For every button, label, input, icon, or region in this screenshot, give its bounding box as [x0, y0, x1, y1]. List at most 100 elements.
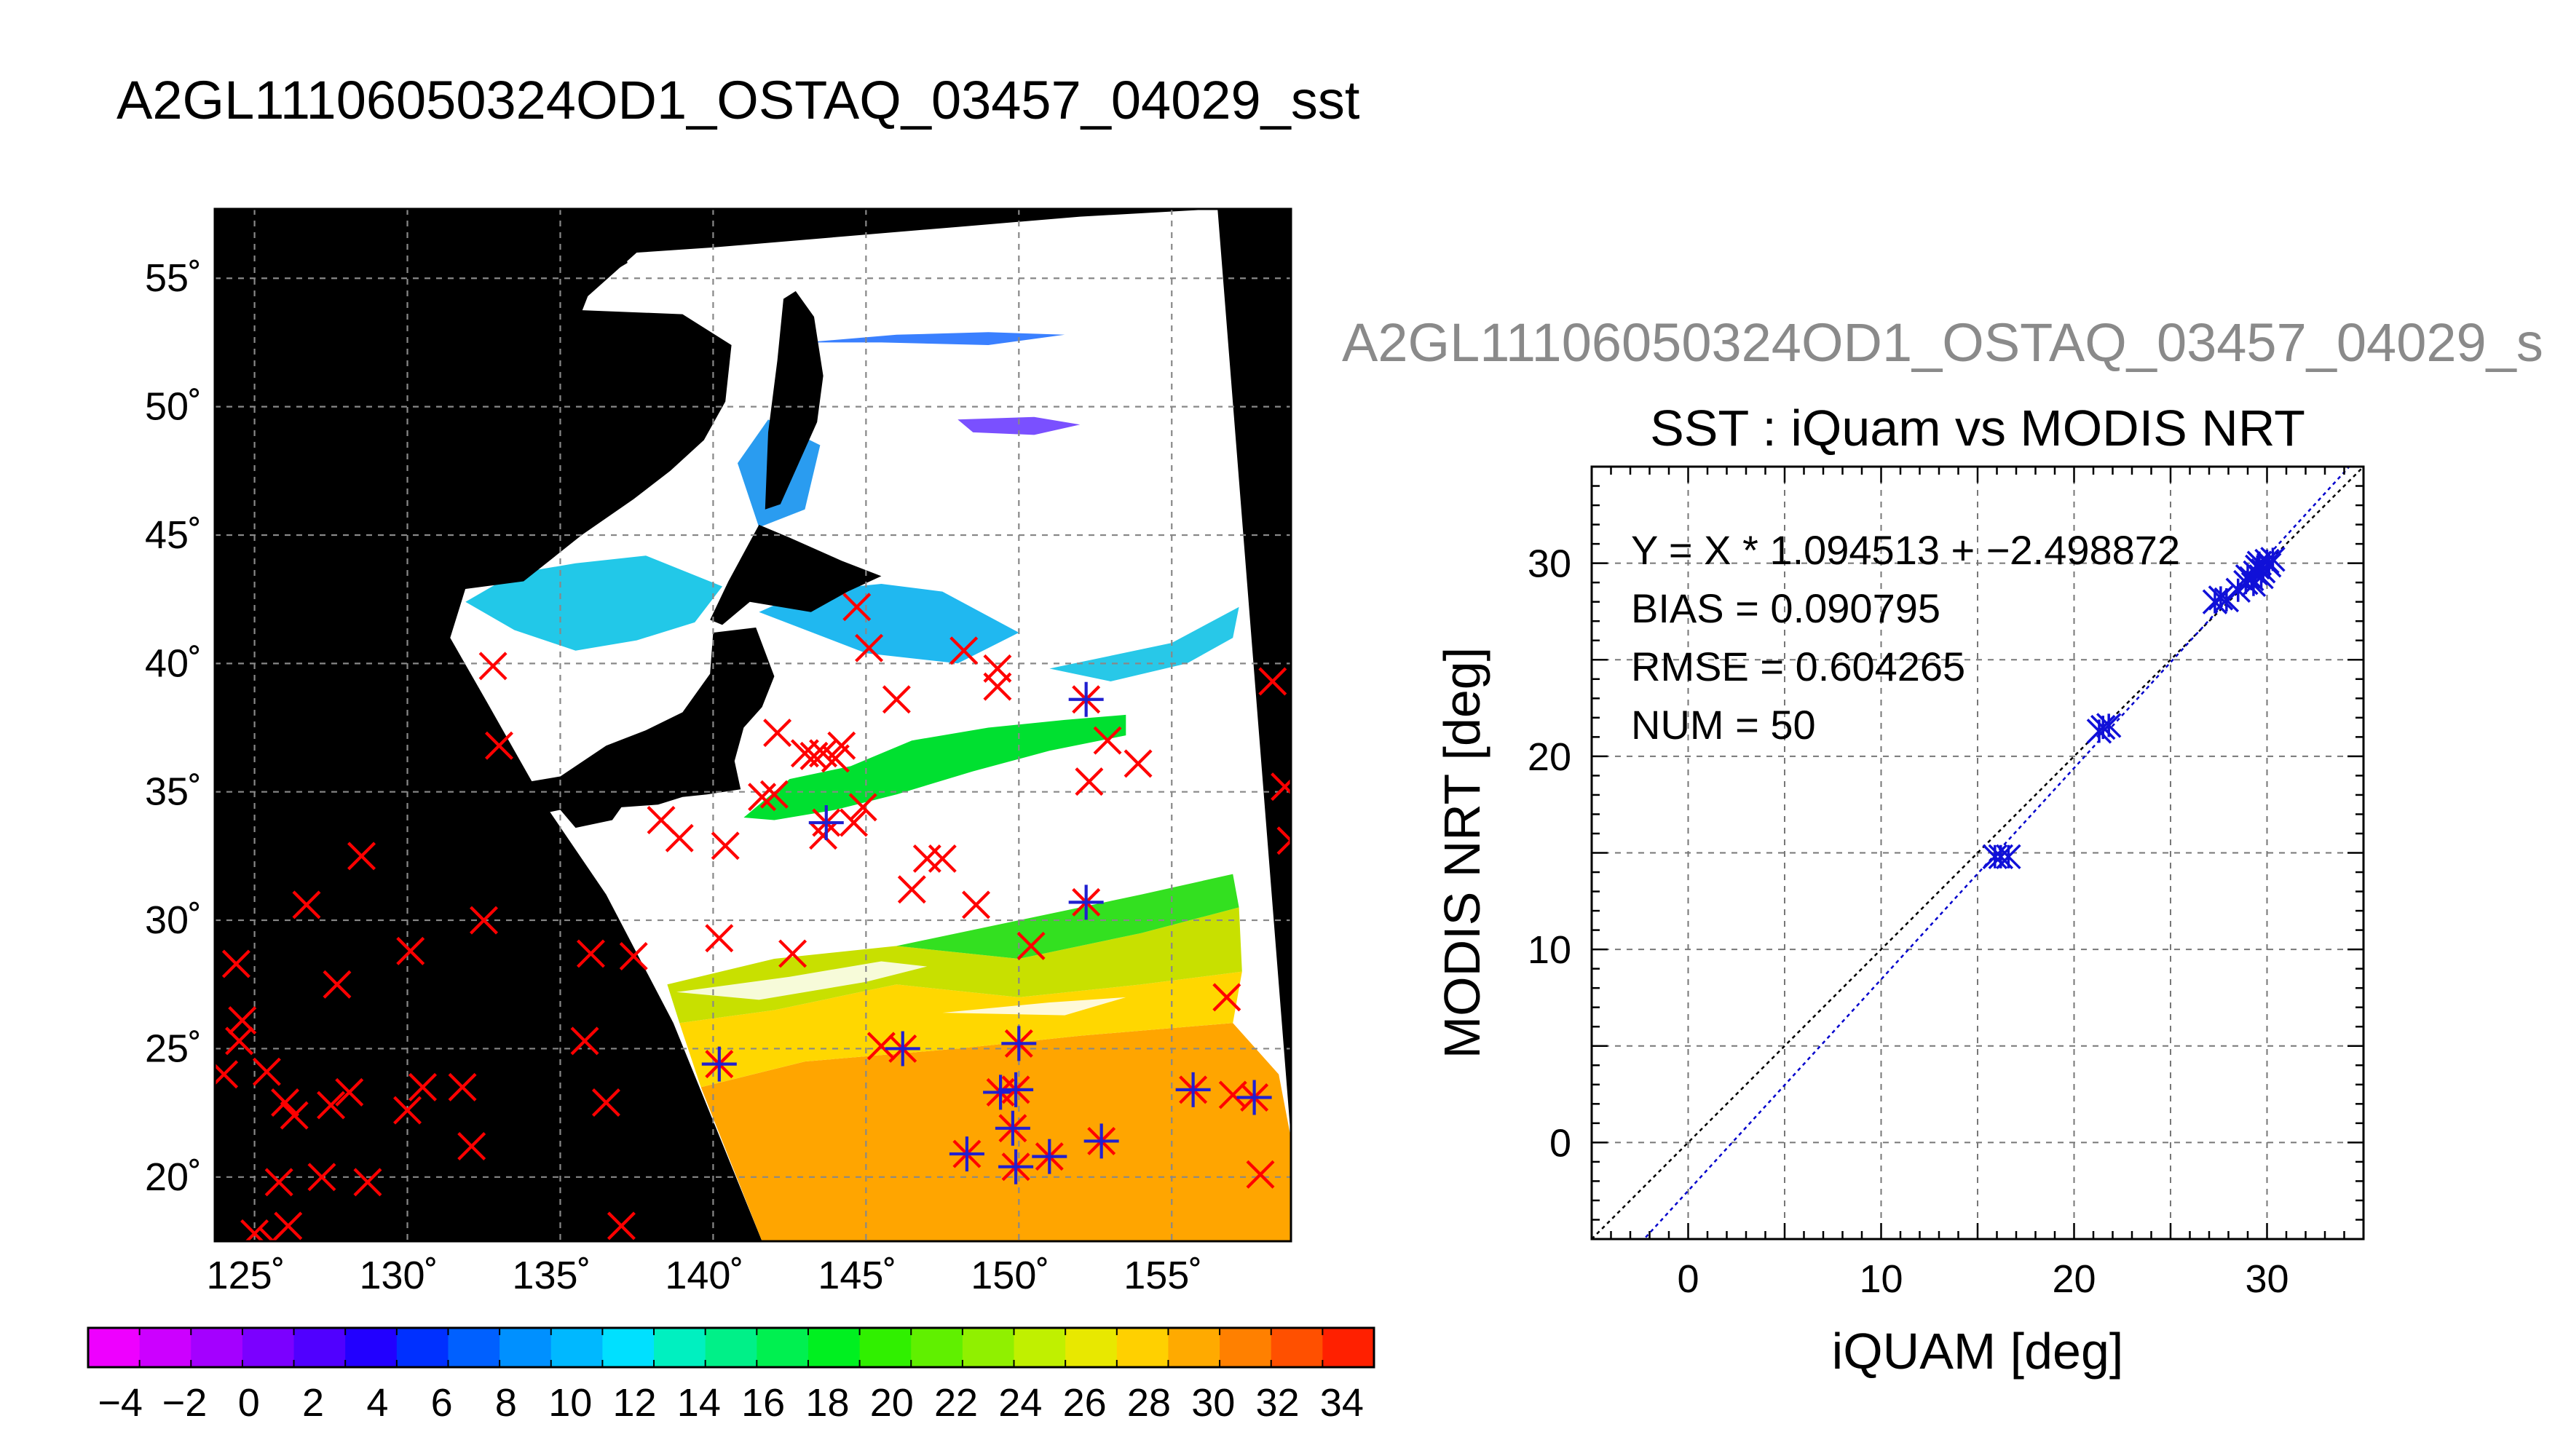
map-lat-tick-label: 35˚ [145, 770, 202, 814]
map-match-mark [317, 1091, 346, 1120]
scatter-y-tick-label: 30 [1528, 542, 1571, 586]
map-match-mark [271, 1088, 300, 1117]
map-match-mark [1271, 772, 1291, 802]
colorbar-swatch [345, 1328, 398, 1367]
scatter-point [2214, 587, 2240, 613]
map-match-mark [353, 1168, 382, 1197]
map-used-mark-plus [1175, 1072, 1211, 1107]
colorbar-tick-label: 6 [431, 1381, 453, 1425]
colorbar-swatch [1271, 1328, 1323, 1367]
scatter-y-tick-label: 10 [1528, 928, 1571, 972]
scatter-point [2260, 547, 2286, 572]
map-content [215, 209, 1291, 1241]
colorbar-swatch [293, 1328, 346, 1367]
scatter-point [2202, 589, 2228, 614]
land-asia-continent [215, 209, 732, 805]
colorbar-tick-label: 28 [1127, 1381, 1171, 1425]
map-lat-tick-label: 50˚ [145, 385, 202, 429]
sst-band-orange [700, 1023, 1291, 1241]
sst-band-blue-sea [805, 332, 1065, 345]
map-match-mark [1016, 931, 1046, 960]
map-match-mark [1212, 983, 1241, 1012]
colorbar-swatch [757, 1328, 809, 1367]
colorbar: −4 −2 0 2 4 6 8 10 12 14 16 18 20 22 24 26 28 30 32 34 [87, 1326, 1375, 1425]
map-match-mark [335, 1077, 364, 1107]
map-match-mark [576, 939, 605, 968]
colorbar-swatch [550, 1328, 603, 1367]
land-kyushu [398, 818, 463, 895]
map-lat-tick-label: 30˚ [145, 898, 202, 942]
map-match-mark [759, 780, 789, 809]
map-lat-tick-label: 25˚ [145, 1026, 202, 1070]
colorbar-swatch [1322, 1328, 1375, 1367]
land-sakhalin [765, 290, 824, 510]
map-match-mark [252, 1057, 281, 1086]
colorbar-swatch [911, 1328, 963, 1367]
map-match-mark [1075, 767, 1104, 796]
scatter-stat-annotation: Y = X * 1.094513 + −2.498872 [1631, 527, 2180, 573]
map-match-mark [228, 1006, 257, 1035]
colorbar-tick-label: 20 [870, 1381, 914, 1425]
colorbar-tick-label: 14 [677, 1381, 721, 1425]
land-hokkaido [710, 524, 882, 625]
map-match-mark [665, 823, 694, 852]
map-match-mark [711, 831, 740, 860]
scatter-y-tick-label: 0 [1549, 1121, 1571, 1165]
scatter-panel: SST : iQuam vs MODIS NRT 0 10 20 30 0 10 20 30 iQ… [1434, 400, 2365, 1380]
map-match-mark [1276, 826, 1291, 855]
map-match-mark [323, 970, 352, 999]
map-used-mark-plus [949, 1136, 984, 1172]
map-match-mark [470, 906, 498, 935]
map-match-mark [840, 808, 869, 837]
map-used-mark-plus [808, 805, 844, 841]
sst-band-violet-kuril [957, 416, 1081, 435]
colorbar-swatch [1014, 1328, 1066, 1367]
colorbar-swatch [1116, 1328, 1169, 1367]
map-lon-tick-label: 150˚ [971, 1254, 1049, 1297]
map-match-mark [457, 1132, 486, 1160]
map-match-mark [274, 1211, 303, 1241]
map-match-mark [408, 1072, 438, 1101]
colorbar-tick-label: 30 [1191, 1381, 1235, 1425]
colorbar-swatch [602, 1328, 655, 1367]
map-match-mark [347, 842, 376, 871]
map-match-mark [1093, 726, 1122, 755]
colorbar-tick-label: 22 [934, 1381, 978, 1425]
colorbar-swatch [499, 1328, 552, 1367]
map-match-mark [882, 685, 911, 714]
map-lon-tick-label: 140˚ [665, 1254, 743, 1297]
map-match-mark [763, 719, 792, 748]
colorbar-frame [87, 1326, 1375, 1369]
scatter-point [2256, 553, 2282, 578]
colorbar-tick-label: 4 [366, 1381, 388, 1425]
colorbar-tick-label: 0 [238, 1381, 260, 1425]
colorbar-swatch [1065, 1328, 1118, 1367]
colorbar-swatch [705, 1328, 757, 1367]
scatter-x-tick-label: 30 [2245, 1257, 2289, 1301]
map-match-mark [1246, 1160, 1275, 1189]
map-lat-tick-label: 55˚ [145, 256, 202, 300]
colorbar-tick-label: 8 [495, 1381, 517, 1425]
colorbar-tick-label: 2 [302, 1381, 324, 1425]
map-match-mark [1124, 749, 1153, 778]
scatter-stat-annotation: NUM = 50 [1631, 702, 1816, 748]
colorbar-tick-label: 18 [805, 1381, 849, 1425]
map-match-mark [240, 1219, 269, 1241]
colorbar-tick-label: 34 [1320, 1381, 1364, 1425]
map-match-mark [570, 1026, 599, 1056]
map-match-mark [949, 636, 979, 665]
colorbar-tick-label: −2 [162, 1381, 208, 1425]
map-match-mark [842, 593, 872, 622]
map-match-mark [396, 936, 425, 965]
map-match-mark [848, 793, 877, 822]
map-match-mark [983, 654, 1012, 683]
colorbar-swatch [1220, 1328, 1272, 1367]
land-shikoku [483, 810, 551, 846]
colorbar-tick-label: 10 [548, 1381, 592, 1425]
colorbar-swatch [1168, 1328, 1220, 1367]
map-match-mark [280, 1101, 309, 1130]
map-panel: 125˚ 130˚ 135˚ 140˚ 145˚ 150˚ 155˚ 20˚ 25˚ 30˚ 35˚… [145, 207, 1292, 1297]
colorbar-swatch [242, 1328, 295, 1367]
